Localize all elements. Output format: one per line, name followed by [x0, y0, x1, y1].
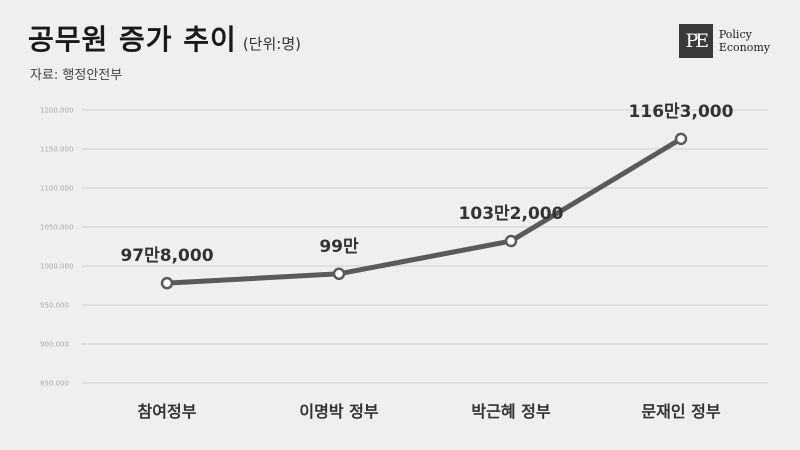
data-point — [504, 234, 518, 248]
logo-text: Policy Economy — [719, 28, 770, 54]
unit-label: (단위:명) — [242, 35, 301, 53]
series-line — [164, 136, 684, 286]
y-tick-label: 1050.000 — [40, 224, 73, 232]
publisher-logo: PE Policy Economy — [678, 24, 770, 58]
chart-title: 공무원 증가 추이 — [28, 23, 237, 56]
logo-mark: PE — [678, 24, 713, 58]
y-tick-label: 1000.000 — [40, 263, 73, 271]
logo-line-2: Economy — [718, 41, 770, 54]
data-point — [160, 276, 174, 290]
y-tick-label: 1100.000 — [40, 185, 73, 193]
y-tick-label: 1200.000 — [40, 107, 73, 115]
y-tick-label: 1150.000 — [40, 146, 73, 154]
x-category-label: 이명박 정부 — [299, 402, 378, 421]
data-label: 103만2,000 — [459, 204, 564, 224]
data-label: 97만8,000 — [120, 246, 213, 266]
data-label: 99만 — [319, 237, 359, 257]
y-tick-label: 850.000 — [40, 380, 69, 388]
y-tick-label: 950.000 — [40, 302, 69, 310]
x-category-label: 문재인 정부 — [641, 402, 720, 421]
x-category-label: 참여정부 — [138, 402, 197, 421]
data-label: 116만3,000 — [629, 102, 734, 122]
x-category-label: 박근혜 정부 — [471, 402, 550, 421]
data-point — [332, 267, 346, 281]
y-tick-label: 900.000 — [40, 341, 69, 349]
source-note: 자료: 행정안전부 — [30, 68, 123, 83]
logo-line-1: Policy — [718, 28, 752, 41]
title-block: 공무원 증가 추이 (단위:명) — [28, 18, 301, 58]
data-point — [674, 132, 688, 146]
